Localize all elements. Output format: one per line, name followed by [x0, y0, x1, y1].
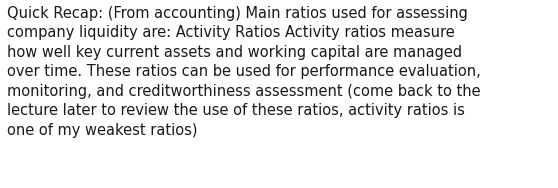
- Text: Quick Recap: (From accounting) Main ratios used for assessing
company liquidity : Quick Recap: (From accounting) Main rati…: [7, 6, 480, 138]
